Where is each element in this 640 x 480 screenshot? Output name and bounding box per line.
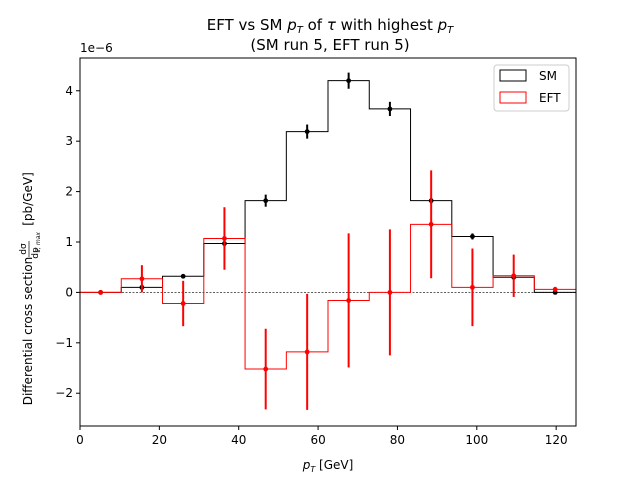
eft-histogram-step — [80, 223, 576, 370]
title-mid: of — [303, 16, 327, 34]
x-tick-label: 0 — [76, 433, 84, 447]
x-tick-label: 100 — [465, 433, 488, 447]
x-label-unit: [GeV] — [315, 458, 353, 472]
x-tick-label: 80 — [390, 433, 405, 447]
plot-area — [80, 72, 576, 410]
y-tick-label: 1 — [65, 235, 73, 249]
y-label-frac-num: dσ — [19, 243, 29, 255]
eft-point — [470, 284, 475, 290]
y-tick-label: 2 — [65, 185, 73, 199]
y-scale-label: 1e−6 — [80, 41, 113, 55]
y-label-frac-den-sub: T, max — [35, 232, 42, 252]
x-tick-label: 120 — [545, 433, 568, 447]
title-pt-sub-2: T — [447, 25, 454, 36]
legend-swatch-sm — [499, 69, 527, 82]
svg-text:EFT vs SM pT of τ with highest: EFT vs SM pT of τ with highest pT — [207, 16, 454, 36]
title-prefix: EFT vs SM — [207, 16, 287, 34]
y-tick-label: 4 — [65, 84, 73, 98]
chart-subtitle: (SM run 5, EFT run 5) — [250, 36, 409, 54]
x-tick-label: 60 — [310, 433, 325, 447]
y-label-frac-den: dp — [31, 247, 41, 259]
eft-point — [346, 298, 352, 303]
title-pt-symbol-2: p — [437, 16, 448, 34]
sm-point — [387, 106, 393, 112]
y-tick-label: −2 — [55, 386, 73, 400]
eft-point — [552, 286, 558, 292]
y-axis-label: Differential cross section dσ dp T, max … — [19, 172, 42, 405]
legend-label-eft: EFT — [539, 91, 561, 105]
title-pt-symbol: p — [286, 16, 297, 34]
eft-point — [304, 349, 310, 355]
x-label-pt-sub: T — [310, 465, 316, 474]
y-axis-ticks: −2 −1 0 1 2 3 4 — [55, 84, 80, 400]
y-label-main: Differential cross section — [21, 257, 35, 406]
sm-point — [304, 129, 310, 135]
eft-point — [387, 290, 393, 295]
sm-point — [470, 234, 475, 239]
eft-point — [511, 273, 517, 279]
title-pt-sub: T — [297, 25, 304, 36]
eft-point — [180, 301, 186, 306]
eft-point — [98, 290, 104, 295]
eft-point — [263, 366, 269, 372]
data-points — [98, 72, 558, 410]
legend-label-sm: SM — [539, 69, 557, 83]
chart-title: EFT vs SM pT of τ with highest pT (SM ru… — [207, 16, 454, 54]
title-suffix: with highest — [336, 16, 438, 34]
eft-point — [139, 276, 145, 282]
legend-swatch-eft — [499, 91, 527, 104]
legend: SM EFT — [493, 64, 570, 112]
histograms — [80, 80, 576, 370]
y-tick-label: −1 — [55, 336, 73, 350]
x-axis-ticks: 0 20 40 60 80 100 120 — [76, 426, 568, 447]
y-tick-label: 0 — [65, 285, 73, 299]
sm-histogram-step — [80, 80, 576, 293]
x-tick-label: 40 — [231, 433, 246, 447]
y-label-unit: [pb/GeV] — [21, 172, 35, 226]
title-tau: τ — [327, 16, 337, 34]
x-label-pt: p — [302, 458, 311, 472]
sm-point — [180, 273, 186, 279]
eft-point — [428, 221, 434, 227]
eft-point — [222, 236, 227, 241]
y-tick-label: 3 — [65, 134, 73, 148]
x-axis-label: pT [GeV] — [302, 458, 354, 474]
sm-point — [263, 198, 269, 204]
sm-point — [346, 78, 352, 84]
x-tick-label: 20 — [152, 433, 167, 447]
